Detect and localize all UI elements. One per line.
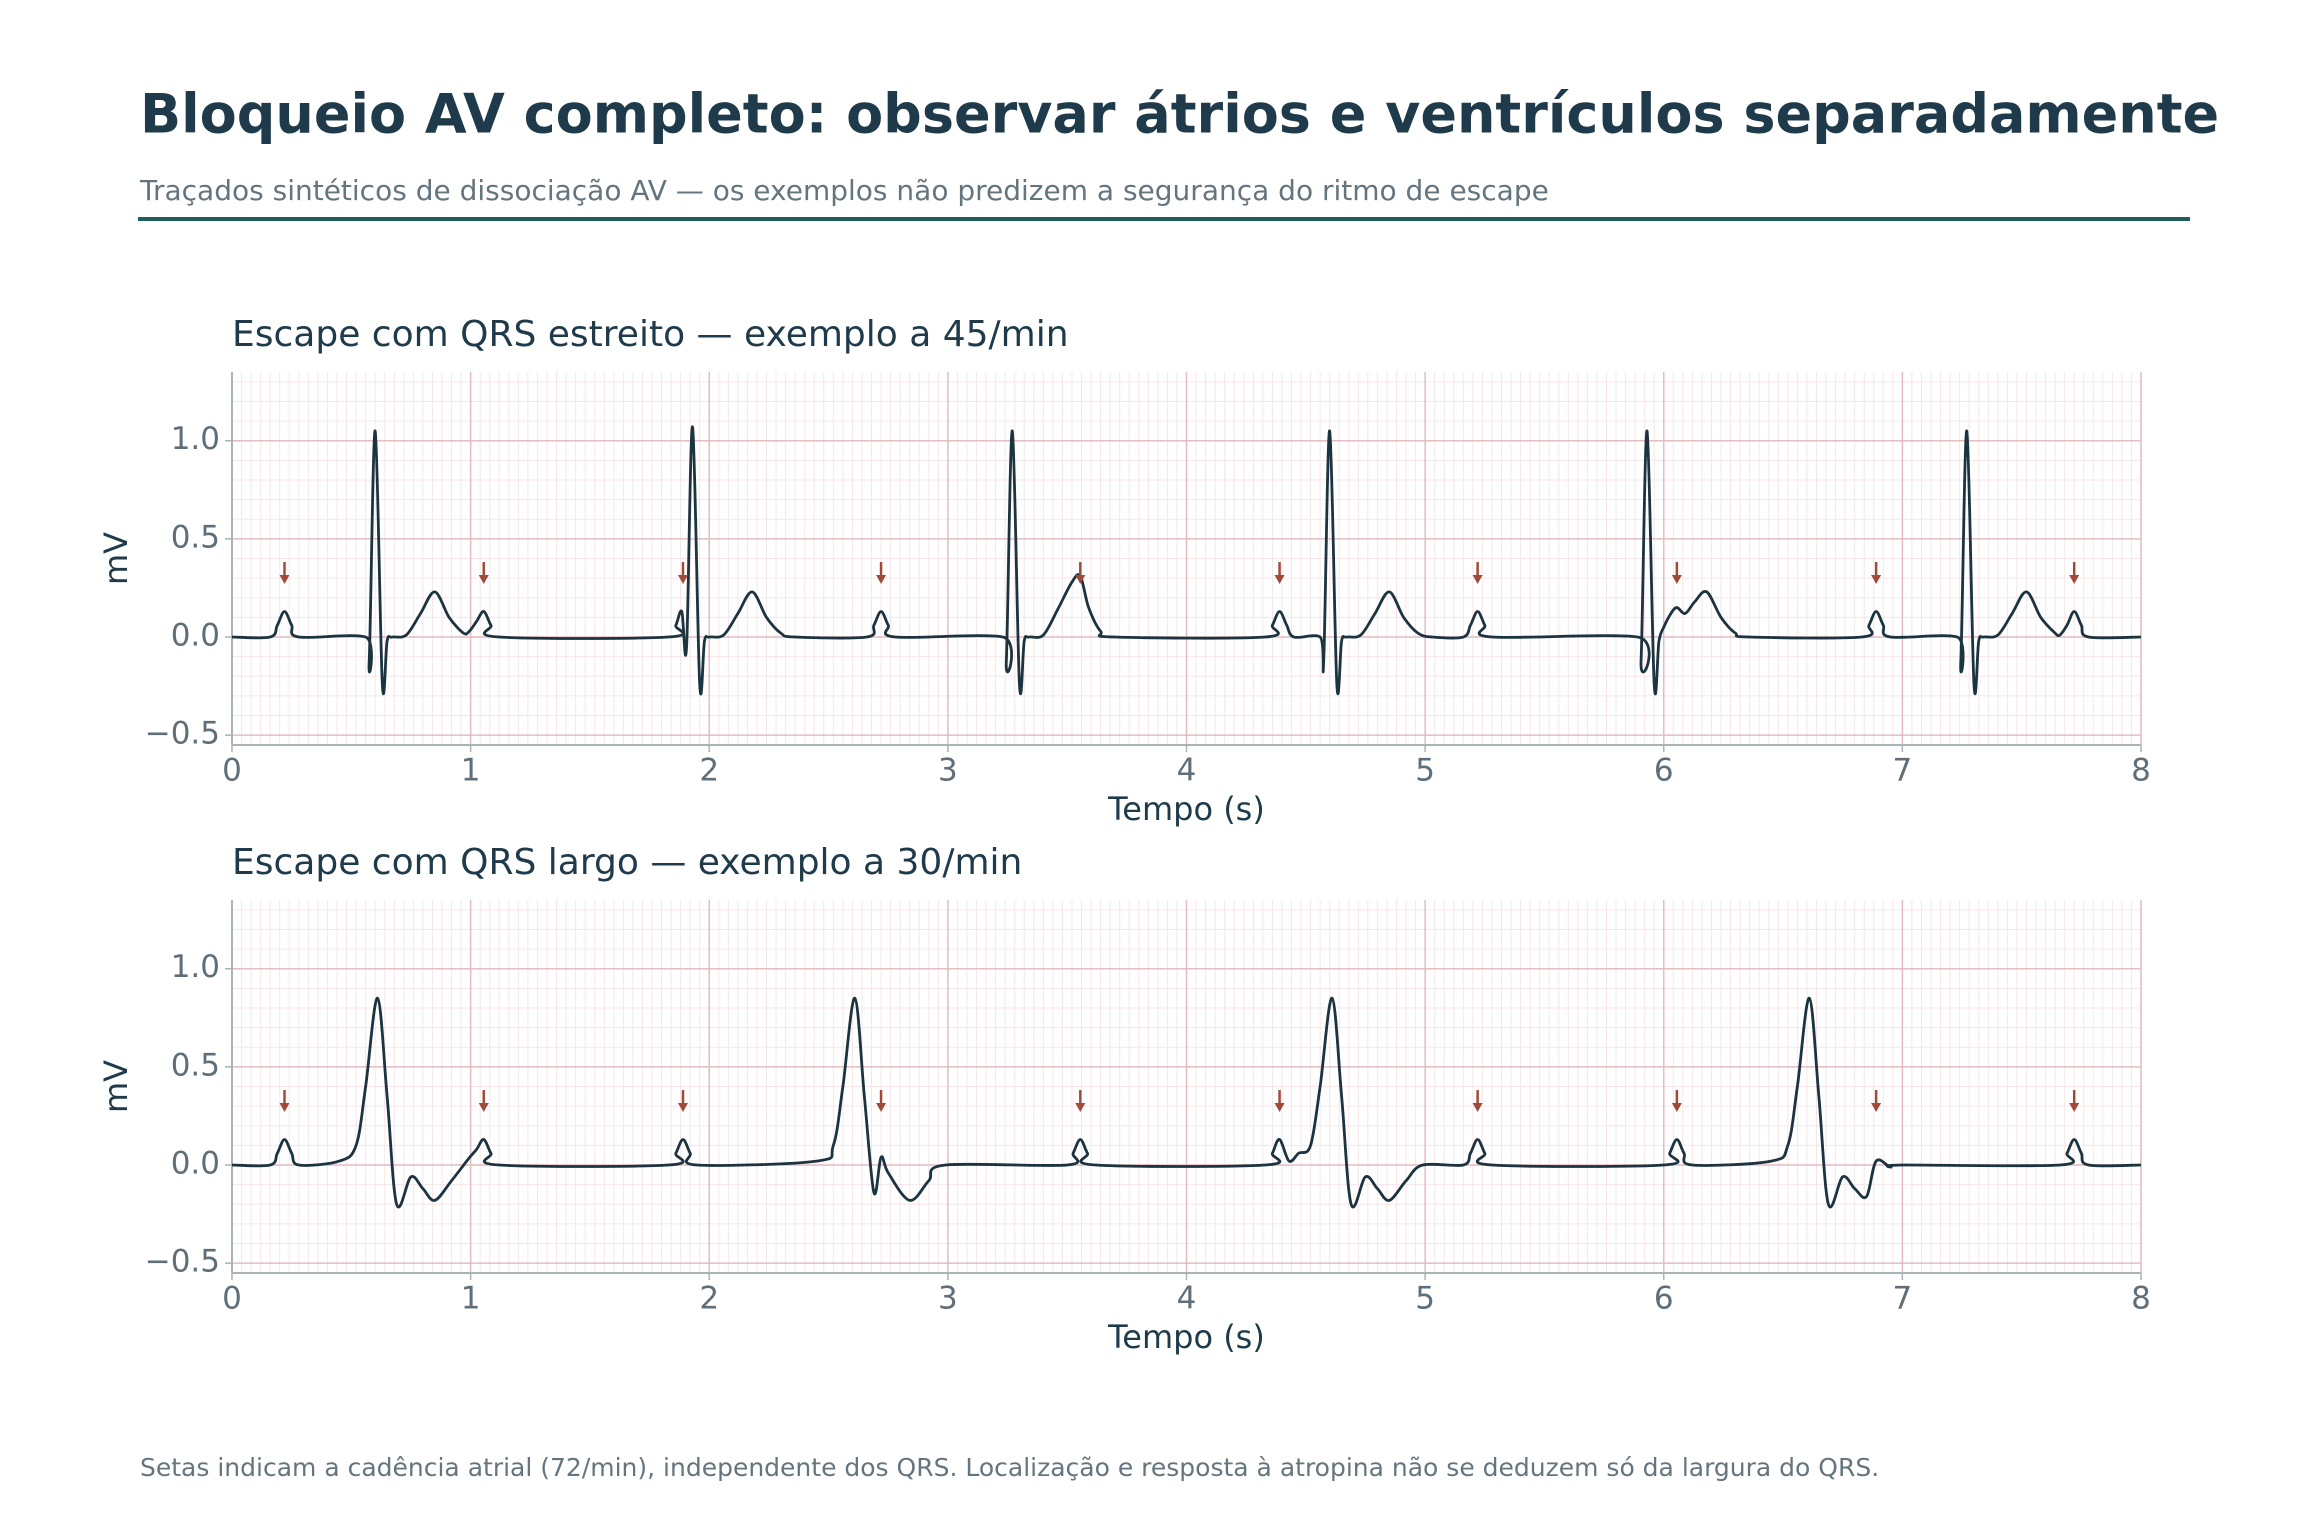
x-tick-label: 3 [938,1281,958,1317]
atrial-arrow [1871,1090,1882,1113]
x-tick-label: 8 [2131,753,2151,789]
x-tick-label: 2 [699,753,719,789]
atrial-arrow [876,1090,887,1113]
y-axis-label: mV [97,532,135,585]
atrial-arrow [1871,562,1882,585]
x-tick-label: 1 [461,1281,481,1317]
atrial-arrow [1671,562,1682,585]
atrial-arrow [1274,1090,1285,1113]
arrow-head [2069,1103,2080,1113]
y-tick-label: 0.0 [171,618,220,654]
x-tick-label: 4 [1177,753,1197,789]
y-tick-label: 1.0 [171,421,220,457]
y-tick-label: −0.5 [145,1244,220,1280]
x-tick-label: 1 [461,753,481,789]
y-tick-label: 0.0 [171,1146,220,1182]
atrial-arrow [876,562,887,585]
arrow-head [1274,575,1285,585]
atrial-arrow [2069,562,2080,585]
arrow-head [478,1103,489,1113]
arrow-head [2069,575,2080,585]
x-tick-label: 5 [1415,753,1435,789]
atrial-arrow [279,562,290,585]
panel-title: Escape com QRS largo — exemplo a 30/min [232,842,1022,883]
arrow-head [1472,575,1483,585]
atrial-arrow [478,562,489,585]
y-tick-label: 0.5 [171,1047,220,1083]
x-tick-label: 0 [222,753,242,789]
page-title: Bloqueio AV completo: observar átrios e … [140,83,2219,146]
footnote: Setas indicam a cadência atrial (72/min)… [140,1453,1879,1482]
arrow-head [1671,575,1682,585]
atrial-arrow [1075,1090,1086,1113]
chart-panel: Escape com QRS estreito — exemplo a 45/m… [97,314,2151,828]
atrial-arrow [279,1090,290,1113]
arrow-head [279,575,290,585]
x-tick-label: 3 [938,753,958,789]
atrial-arrow [478,1090,489,1113]
x-tick-label: 4 [1177,1281,1197,1317]
atrial-arrow [1075,562,1086,585]
x-tick-label: 6 [1654,753,1674,789]
arrow-head [876,1103,887,1113]
x-tick-label: 6 [1654,1281,1674,1317]
ecg-trace [231,425,2142,696]
x-tick-label: 8 [2131,1281,2151,1317]
y-tick-label: 0.5 [171,519,220,555]
page-subtitle: Traçados sintéticos de dissociação AV — … [139,174,1549,207]
atrial-arrow [1274,562,1285,585]
atrial-arrow [1472,1090,1483,1113]
arrow-head [876,575,887,585]
y-tick-label: 1.0 [171,949,220,985]
arrow-head [478,575,489,585]
x-axis-label: Tempo (s) [1107,790,1265,828]
arrow-head [1871,1103,1882,1113]
x-tick-label: 0 [222,1281,242,1317]
arrow-head [1871,575,1882,585]
x-axis-label: Tempo (s) [1107,1318,1265,1356]
chart-panel: Escape com QRS largo — exemplo a 30/min 0… [97,842,2151,1356]
arrow-head [279,1103,290,1113]
arrow-head [678,575,689,585]
x-tick-label: 7 [1893,753,1913,789]
atrial-arrow [1671,1090,1682,1113]
panel-title: Escape com QRS estreito — exemplo a 45/m… [232,314,1069,355]
atrial-arrow [1472,562,1483,585]
y-tick-label: −0.5 [145,716,220,752]
atrial-arrow [678,562,689,585]
arrow-head [1075,1103,1086,1113]
y-axis-label: mV [97,1060,135,1113]
atrial-arrow [678,1090,689,1113]
x-tick-label: 2 [699,1281,719,1317]
arrow-head [678,1103,689,1113]
arrow-head [1472,1103,1483,1113]
arrow-head [1671,1103,1682,1113]
atrial-arrow [2069,1090,2080,1113]
x-tick-label: 7 [1893,1281,1913,1317]
ecg-trace [231,996,2142,1209]
x-tick-label: 5 [1415,1281,1435,1317]
arrow-head [1274,1103,1285,1113]
arrow-head [1075,575,1086,585]
